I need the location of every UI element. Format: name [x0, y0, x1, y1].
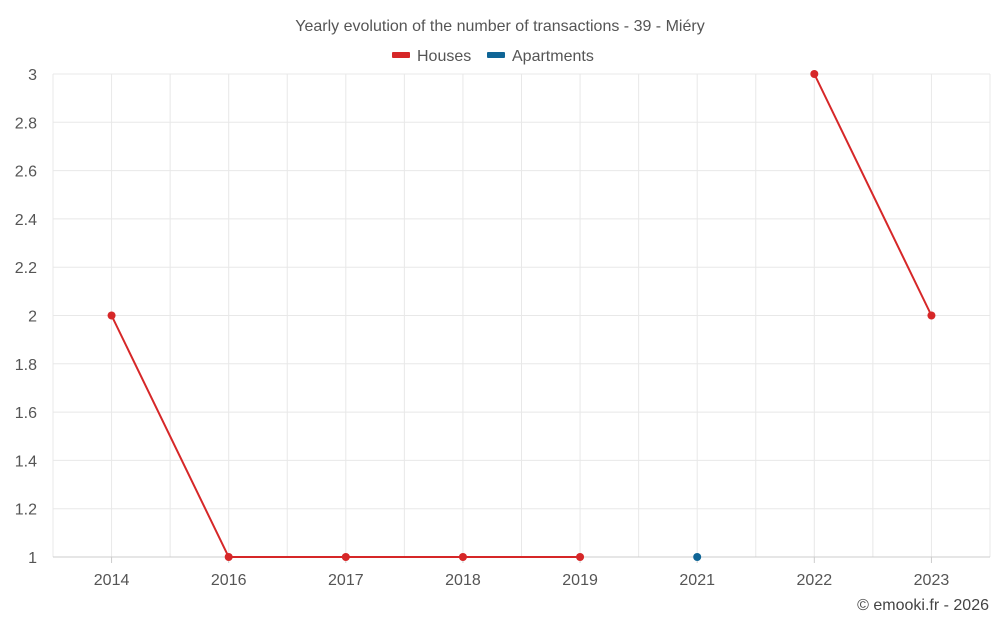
- series-houses: [107, 70, 936, 561]
- y-tick-label: 1.8: [15, 357, 37, 374]
- x-tick-label: 2017: [328, 572, 364, 589]
- data-point-houses[interactable]: [576, 553, 585, 561]
- x-tick-label: 2016: [211, 572, 247, 589]
- data-point-apartments[interactable]: [693, 553, 702, 561]
- grid: [52, 73, 991, 558]
- y-tick-label: 2: [28, 309, 37, 326]
- series: [107, 70, 936, 561]
- series-line-houses: [813, 73, 933, 316]
- chart-title: Yearly evolution of the number of transa…: [295, 18, 704, 35]
- data-point-houses[interactable]: [224, 553, 233, 561]
- x-tick-label: 2022: [797, 572, 833, 589]
- data-point-houses[interactable]: [107, 311, 116, 320]
- legend-item-houses[interactable]: Houses: [392, 48, 471, 65]
- legend-swatch-houses: [392, 52, 410, 58]
- y-tick-label: 1.2: [15, 502, 37, 519]
- x-tick-label: 2014: [94, 572, 130, 589]
- axes: 1 1.2 1.4 1.6 1.8 2 2.2 2.4 2.6 2.8 3 2014 2016 2017 2…: [15, 67, 990, 589]
- y-tick-label: 2.8: [15, 115, 37, 132]
- y-tick-label: 1: [28, 550, 37, 567]
- data-point-houses[interactable]: [927, 311, 936, 320]
- legend: Houses Apartments: [392, 48, 594, 65]
- credit-text: © emooki.fr - 2026: [857, 597, 989, 614]
- legend-item-apartments[interactable]: Apartments: [487, 48, 594, 65]
- x-tick-label: 2018: [445, 572, 481, 589]
- x-tick-label: 2023: [914, 572, 950, 589]
- y-tick-label: 2.4: [15, 212, 37, 229]
- data-point-houses[interactable]: [341, 553, 350, 561]
- data-point-houses[interactable]: [458, 553, 467, 561]
- x-tick-label: 2019: [562, 572, 598, 589]
- y-tick-label: 1.4: [15, 453, 37, 470]
- data-point-houses[interactable]: [810, 70, 819, 78]
- y-tick-label: 2.6: [15, 164, 37, 181]
- series-apartments: [693, 553, 702, 561]
- legend-swatch-apartments: [487, 52, 505, 58]
- x-tick-label: 2021: [679, 572, 715, 589]
- y-tick-label: 1.6: [15, 405, 37, 422]
- legend-label-houses: Houses: [417, 48, 471, 65]
- legend-label-apartments: Apartments: [512, 48, 594, 65]
- y-tick-label: 2.2: [15, 260, 37, 277]
- y-tick-label: 3: [28, 67, 37, 84]
